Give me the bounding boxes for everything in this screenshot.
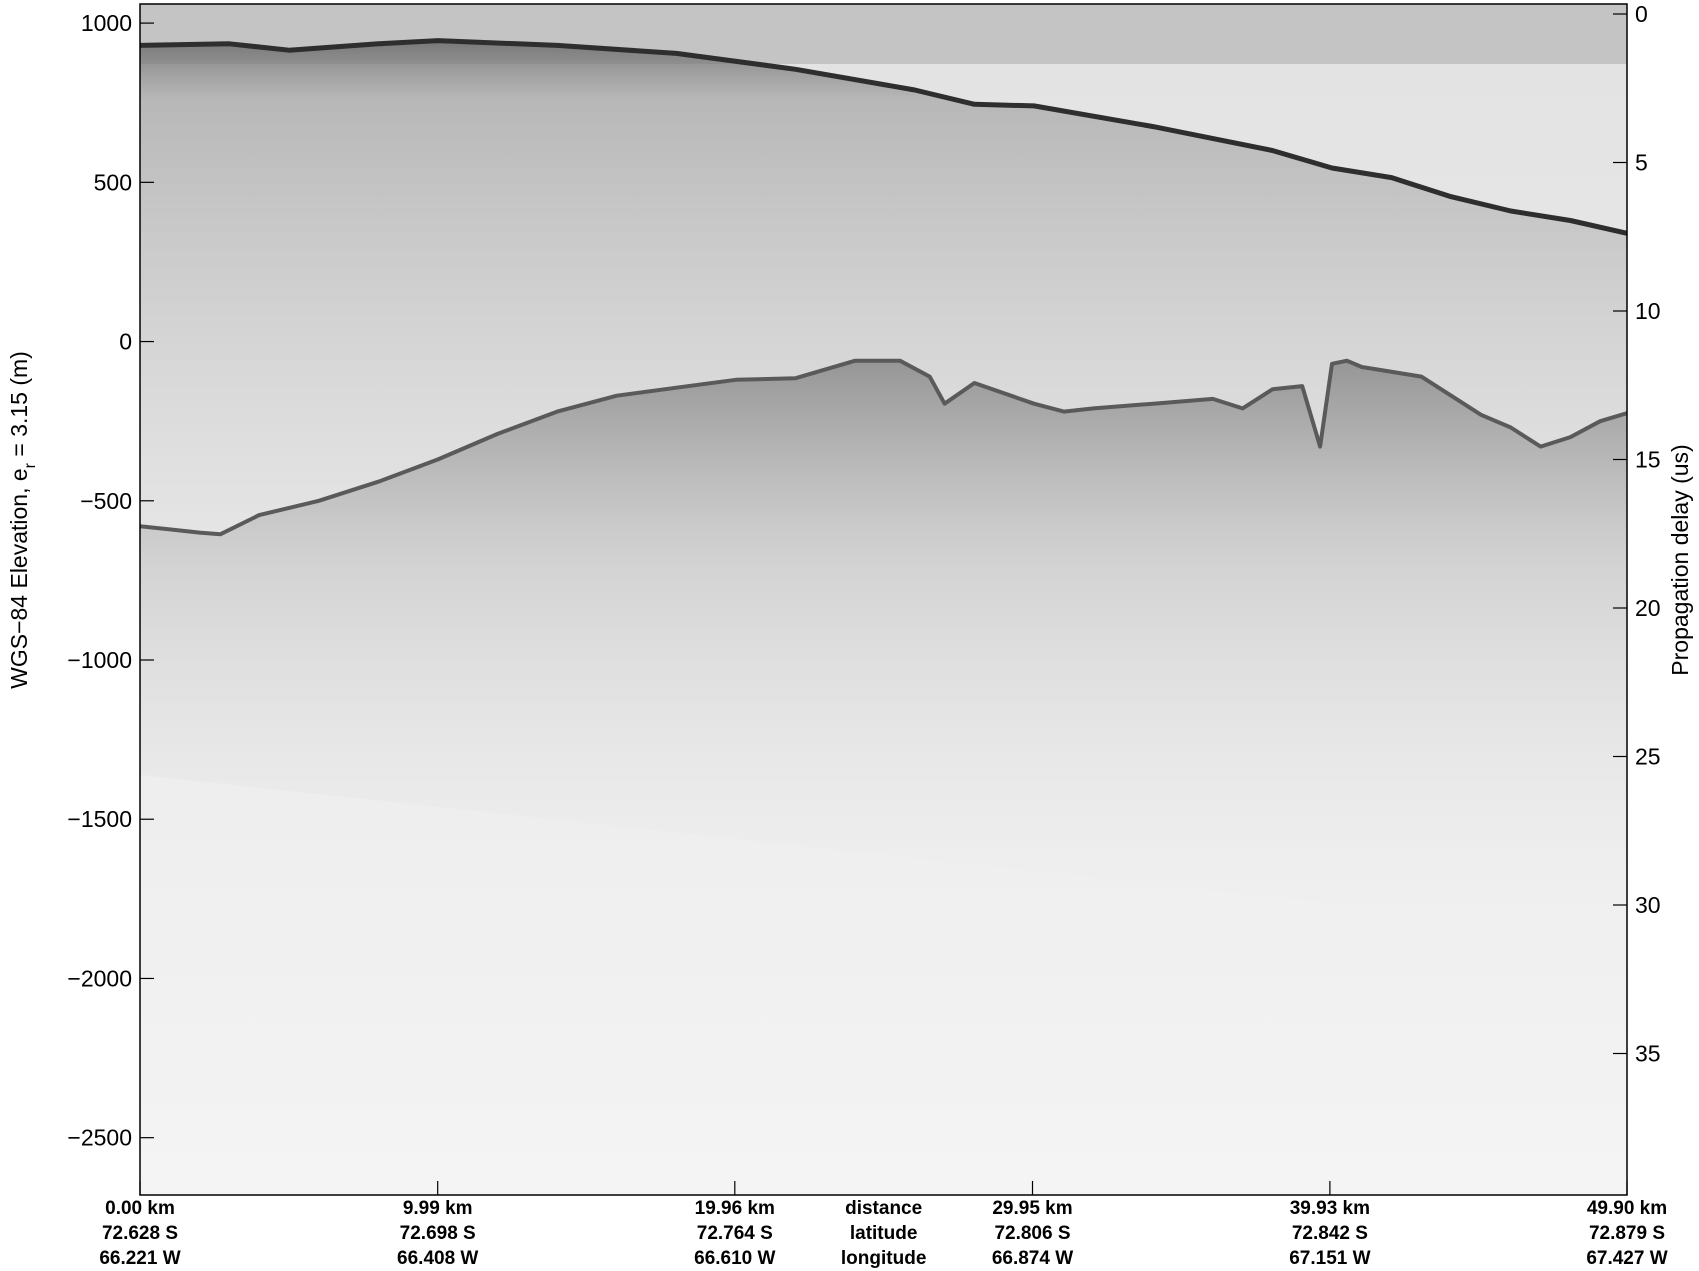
plot-area <box>139 3 1628 1196</box>
latitude-label: 72.698 S <box>400 1223 476 1244</box>
subglacial-shadow <box>140 360 1627 935</box>
right-tick-label: 0 <box>1635 1 1648 27</box>
latitude-label: 72.764 S <box>697 1223 773 1244</box>
bed-reflection <box>140 358 1627 537</box>
distance-label: 0.00 km <box>105 1198 175 1219</box>
distance-label: 39.93 km <box>1290 1198 1370 1219</box>
latitude-label: 72.806 S <box>994 1223 1070 1244</box>
right-tick-label: 5 <box>1635 150 1648 176</box>
longitude-label: 66.610 W <box>694 1248 775 1269</box>
longitude-label: 67.427 W <box>1586 1248 1667 1269</box>
left-axis: 1000 500 0 −500 −1000 −1500 −2000 −2500 <box>67 10 154 1151</box>
bottom-axis: 0.00 km 72.628 S 66.221 W 9.99 km 72.698 S 66… <box>99 1181 1668 1269</box>
row-name-latitude: latitude <box>850 1223 918 1244</box>
right-axis: 0 5 10 15 20 25 30 35 <box>1613 1 1661 1067</box>
latitude-label: 72.628 S <box>102 1223 178 1244</box>
right-tick-label: 25 <box>1635 744 1661 770</box>
distance-label: 9.99 km <box>403 1198 473 1219</box>
distance-label: 49.90 km <box>1587 1198 1667 1219</box>
surface-reflection <box>140 38 1627 236</box>
latitude-label: 72.879 S <box>1589 1223 1665 1244</box>
left-axis-title-main: WGS−84 Elevation, e <box>6 468 32 689</box>
left-tick-label: −1500 <box>67 806 132 832</box>
right-tick-label: 15 <box>1635 447 1661 473</box>
left-tick-label: 1000 <box>81 10 132 36</box>
row-name-longitude: longitude <box>841 1248 926 1269</box>
left-axis-title-subscript: r <box>22 462 39 468</box>
right-axis-title: Propagation delay (us) <box>1667 444 1693 675</box>
right-tick-label: 30 <box>1635 892 1661 918</box>
left-axis-title: WGS−84 Elevation, er = 3.15 (m) <box>6 351 39 689</box>
left-axis-title-tail: = 3.15 (m) <box>6 351 32 463</box>
longitude-label: 66.221 W <box>99 1248 180 1269</box>
latitude-label: 72.842 S <box>1292 1223 1368 1244</box>
row-name-distance: distance <box>845 1198 922 1219</box>
left-tick-label: 500 <box>94 169 132 195</box>
right-tick-label: 35 <box>1635 1041 1661 1067</box>
distance-label: 19.96 km <box>695 1198 775 1219</box>
distance-label: 29.95 km <box>992 1198 1072 1219</box>
left-tick-label: −2500 <box>67 1125 132 1151</box>
longitude-label: 67.151 W <box>1289 1248 1370 1269</box>
right-tick-label: 20 <box>1635 595 1661 621</box>
left-tick-label: −500 <box>80 488 132 514</box>
left-tick-label: −2000 <box>67 965 132 991</box>
ice-body <box>140 40 1627 535</box>
longitude-label: 66.874 W <box>992 1248 1073 1269</box>
longitude-label: 66.408 W <box>397 1248 478 1269</box>
plot-frame <box>139 3 1628 1196</box>
left-tick-label: 0 <box>119 329 132 355</box>
left-tick-label: −1000 <box>67 647 132 673</box>
right-tick-label: 10 <box>1635 298 1661 324</box>
